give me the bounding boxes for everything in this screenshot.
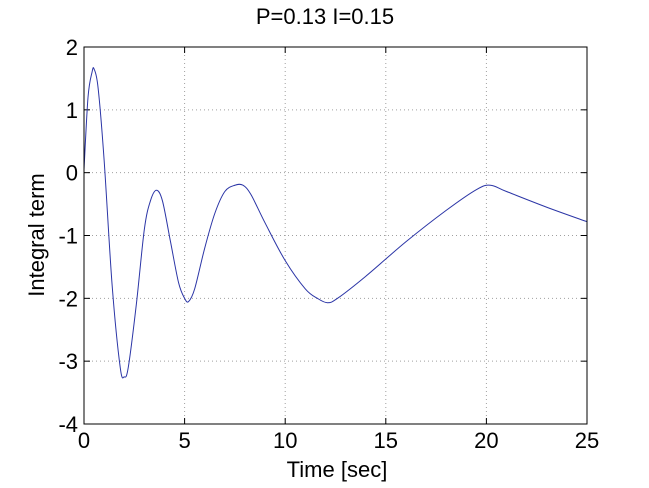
x-tick-label: 20 (474, 428, 498, 453)
tick-labels: 0 5 10 15 20 25 -4 -3 -2 -1 0 1 2 (58, 35, 599, 453)
y-tick-label: -4 (58, 412, 78, 437)
y-tick-label: 1 (66, 98, 78, 123)
x-tick-label: 25 (575, 428, 599, 453)
y-tick-label: -3 (58, 349, 78, 374)
x-tick-label: 0 (78, 428, 90, 453)
y-tick-label: 0 (66, 161, 78, 186)
x-tick-label: 10 (273, 428, 297, 453)
plot-frame (83, 46, 588, 425)
y-axis-label: Integral term (24, 173, 49, 297)
x-axis-label: Time [sec] (287, 457, 388, 482)
x-tick-label: 15 (374, 428, 398, 453)
chart-title: P=0.13 I=0.15 (256, 4, 394, 29)
y-tick-label: 2 (66, 35, 78, 60)
series-line (83, 67, 588, 379)
plot-lines (83, 67, 588, 379)
axis-ticks (83, 46, 588, 425)
y-tick-label: -1 (58, 224, 78, 249)
y-tick-label: -2 (58, 286, 78, 311)
x-tick-label: 5 (178, 428, 190, 453)
gridlines (84, 47, 587, 424)
